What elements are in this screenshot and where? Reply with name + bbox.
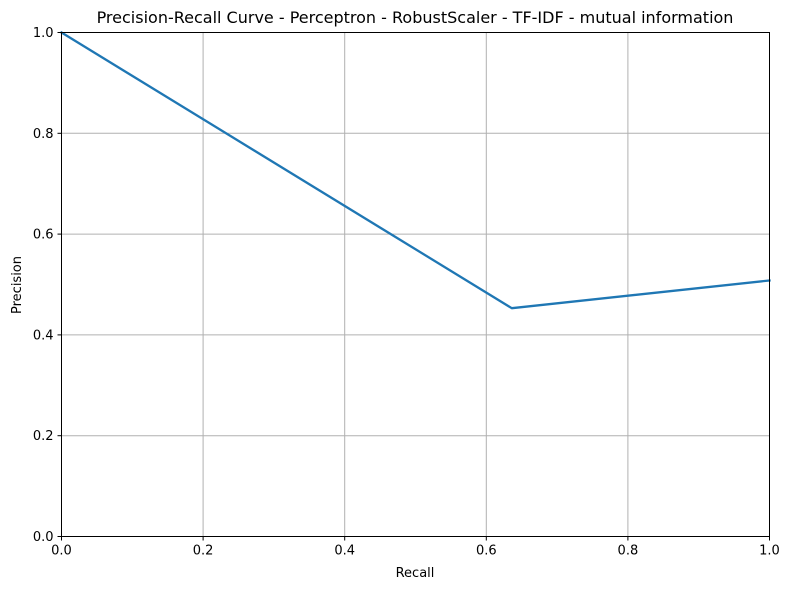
- x-axis: 0.0 0.2 0.4 0.6 0.8 1.0: [51, 536, 780, 559]
- x-tick-label: 0.4: [334, 544, 355, 559]
- x-tick-label: 0.8: [618, 544, 639, 559]
- series-layer: [59, 30, 771, 310]
- y-axis: 0.0 0.2 0.4 0.6 0.8 1.0: [33, 26, 62, 545]
- y-axis-label: Precision: [10, 256, 25, 314]
- x-tick-label: 0.2: [193, 544, 214, 559]
- y-tick-label: 0.0: [33, 530, 54, 545]
- x-tick-label: 0.0: [51, 544, 72, 559]
- x-axis-label: Recall: [396, 566, 435, 581]
- grid: [61, 32, 770, 537]
- x-tick-label: 0.6: [476, 544, 497, 559]
- precision-recall-line: [59, 30, 771, 310]
- plot-frame: [61, 32, 770, 537]
- x-tick-label: 1.0: [759, 544, 780, 559]
- y-tick-label: 0.2: [33, 429, 54, 444]
- y-tick-label: 1.0: [33, 26, 54, 41]
- y-tick-label: 0.4: [33, 328, 54, 343]
- chart-title: Precision-Recall Curve - Perceptron - Ro…: [97, 8, 734, 27]
- y-tick-label: 0.8: [33, 127, 54, 142]
- y-tick-label: 0.6: [33, 228, 54, 243]
